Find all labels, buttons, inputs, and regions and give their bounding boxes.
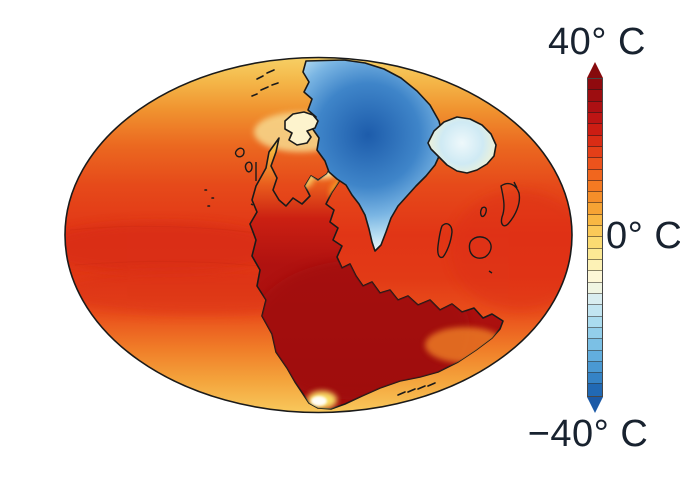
colorbar-cell (588, 158, 602, 170)
colorbar-cell (588, 146, 602, 159)
colorbar-cell (588, 180, 602, 193)
colorbar-cell (588, 135, 602, 147)
dashed-contour-marks (204, 69, 436, 396)
colorbar-cell (588, 260, 602, 272)
colorbar-cell (588, 237, 602, 249)
colorbar-min-label: −40° C (527, 413, 649, 455)
colorbar-cell (588, 101, 602, 113)
colorbar-cell (588, 226, 602, 238)
colorbar-cell (588, 203, 602, 215)
projection-outline (64, 56, 573, 414)
colorbar-cell (588, 214, 602, 227)
colorbar-cell (588, 112, 602, 125)
colorbar-cells (587, 78, 603, 397)
colorbar-cell (588, 282, 602, 294)
colorbar-cell (588, 248, 602, 260)
colorbar-max-label: 40° C (548, 21, 646, 63)
colorbar-cell (588, 271, 602, 283)
colorbar-cell (588, 90, 602, 102)
colorbar-under-arrow-icon (587, 396, 603, 413)
map-interior (65, 57, 572, 413)
northeast-pale-landmass (427, 116, 497, 174)
colorbar-cell (588, 361, 602, 374)
colorbar-mid-label: 0° C (606, 215, 680, 257)
temperature-colorbar (587, 62, 603, 413)
colorbar-over-arrow-icon (587, 62, 603, 78)
colorbar-cell (588, 339, 602, 351)
colorbar-cell (588, 124, 602, 136)
colorbar-cell (588, 293, 602, 306)
colorbar-cell (588, 169, 602, 181)
colorbar-cell (588, 384, 602, 396)
small-islands (234, 147, 521, 274)
colorbar-cell (588, 305, 602, 317)
south-hotspot (311, 396, 327, 406)
colorbar-cell (588, 327, 602, 340)
colorbar-cell (588, 373, 602, 385)
colorbar-cell (588, 316, 602, 328)
northwest-cream-island (284, 111, 319, 146)
colorbar-cell (588, 192, 602, 204)
colorbar-cell (588, 350, 602, 362)
colorbar-cell (588, 79, 602, 91)
